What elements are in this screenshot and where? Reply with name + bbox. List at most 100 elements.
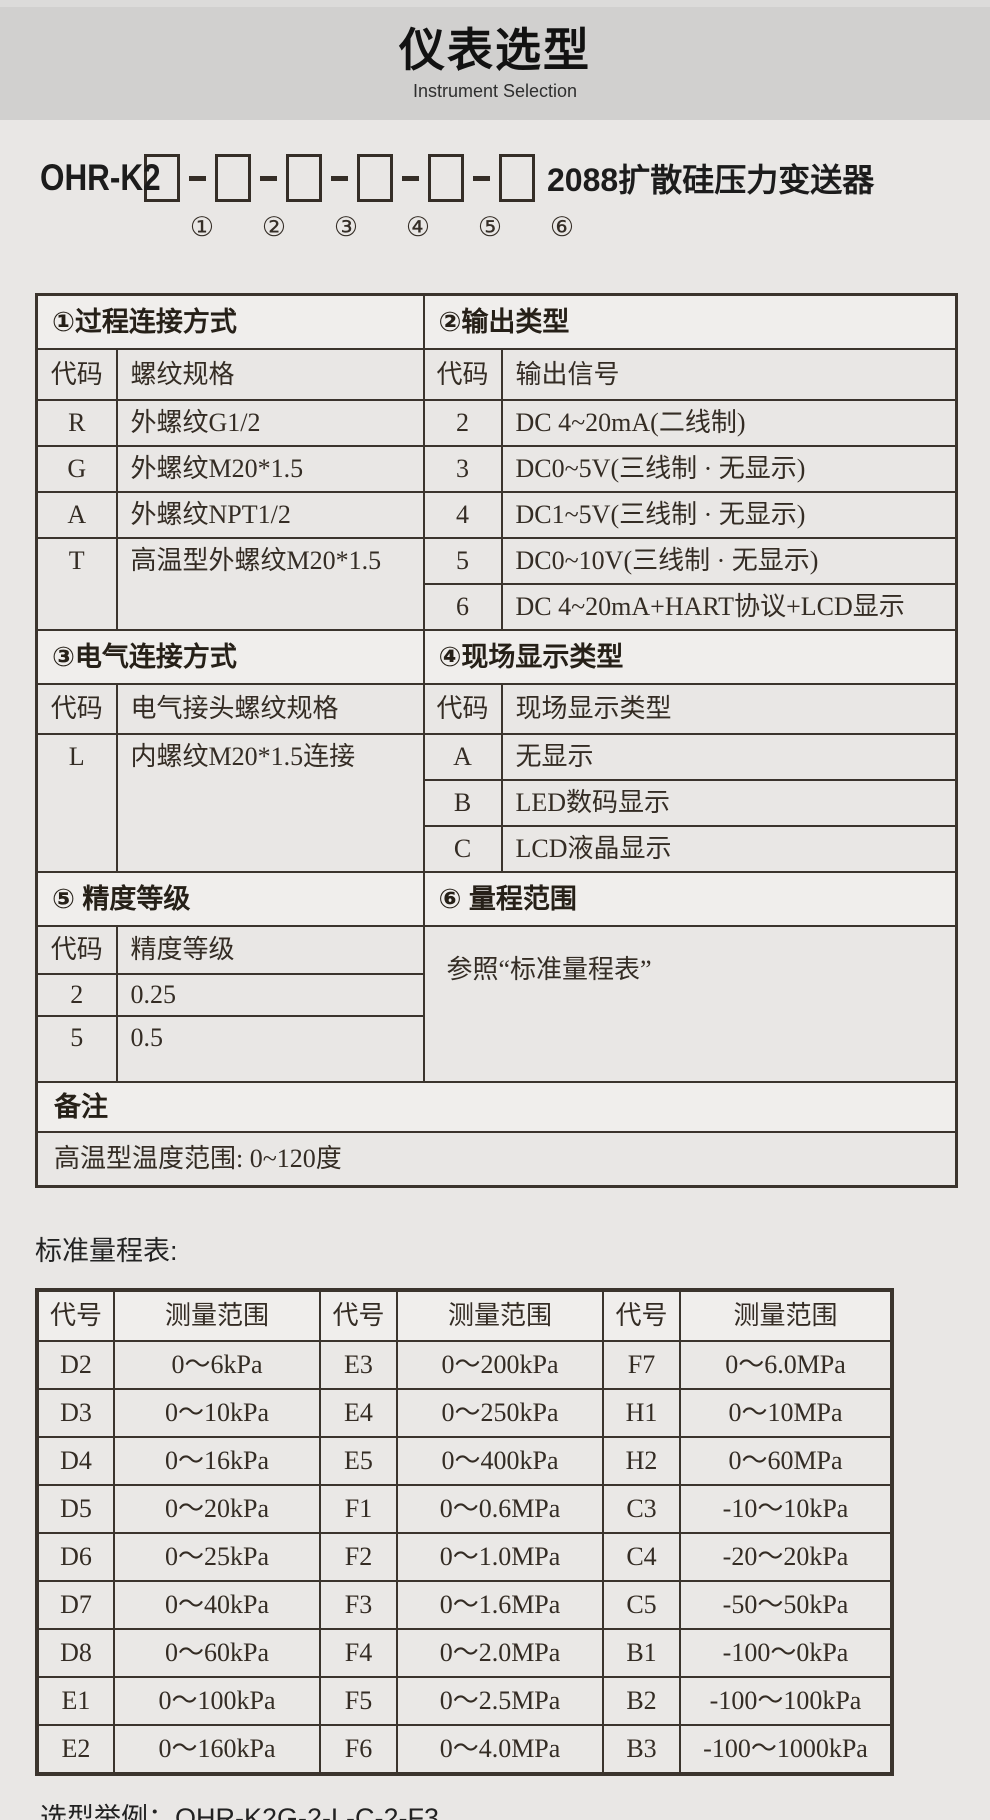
section-6-title: ⑥ 量程范围 xyxy=(422,871,958,927)
column-header: 代码 xyxy=(35,925,118,975)
header-band: 仪表选型 Instrument Selection xyxy=(0,7,990,120)
column-header: 电气接头螺纹规格 xyxy=(115,683,425,735)
code-cell: 4 xyxy=(422,491,503,539)
range-cell: 0～2.5MPa xyxy=(396,1676,604,1726)
desc-cell: DC0~5V(三线制 · 无显示) xyxy=(500,445,958,493)
desc-cell: 内螺纹M20*1.5连接 xyxy=(115,733,425,873)
code-cell: D2 xyxy=(36,1340,115,1390)
code-box-3 xyxy=(286,154,322,202)
code-cell: F3 xyxy=(319,1580,398,1630)
range-cell: -10～10kPa xyxy=(679,1484,893,1534)
selection-example: 选型举例：OHR-K2G-2-L-C-2-F3 含义：2088扩散硅系列，外螺纹… xyxy=(40,1800,950,1820)
code-cell: 2 xyxy=(422,399,503,447)
code-box-2 xyxy=(215,154,251,202)
range-cell: 0～4.0MPa xyxy=(396,1724,604,1775)
code-cell: B3 xyxy=(602,1724,681,1775)
circled-1: ① xyxy=(189,212,215,242)
range-cell: -100～100kPa xyxy=(679,1676,893,1726)
code-cell: B xyxy=(422,779,503,827)
range-cell: 0～250kPa xyxy=(396,1388,604,1438)
code-cell: B1 xyxy=(602,1628,681,1678)
remark-content: 高温型温度范围: 0~120度 xyxy=(35,1131,958,1188)
model-code-line: OHR-K2 2088扩散硅压力变送器 xyxy=(40,154,990,202)
table-row: D2 0～6kPa E3 0～200kPa F7 0～6.0MPa xyxy=(36,1340,893,1390)
column-header: 代号 xyxy=(36,1289,115,1342)
code-cell: 5 xyxy=(422,537,503,585)
code-cell: 2 xyxy=(35,973,118,1017)
desc-cell: LED数码显示 xyxy=(500,779,958,827)
code-cell: F7 xyxy=(602,1340,681,1390)
desc-cell: 外螺纹M20*1.5 xyxy=(115,445,425,493)
column-header: 输出信号 xyxy=(500,348,958,401)
desc-cell: DC 4~20mA+HART协议+LCD显示 xyxy=(500,583,958,631)
remark-label: 备注 xyxy=(35,1081,958,1133)
range-cell: -100～1000kPa xyxy=(679,1724,893,1775)
section-5-title: ⑤ 精度等级 xyxy=(35,871,425,927)
column-header: 现场显示类型 xyxy=(500,683,958,735)
column-header: 测量范围 xyxy=(113,1289,321,1342)
table-row: E1 0～100kPa F5 0～2.5MPa B2 -100～100kPa xyxy=(36,1676,893,1726)
code-box-1 xyxy=(144,154,180,202)
range-cell: 0～60kPa xyxy=(113,1628,321,1678)
range-reference-note: 参照“标准量程表” xyxy=(422,925,958,1083)
code-cell: D3 xyxy=(36,1388,115,1438)
code-cell: 5 xyxy=(35,1015,118,1083)
range-cell: 0～1.6MPa xyxy=(396,1580,604,1630)
table-row: D6 0～25kPa F2 0～1.0MPa C4 -20～20kPa xyxy=(36,1532,893,1582)
desc-cell: 外螺纹NPT1/2 xyxy=(115,491,425,539)
code-cell: F4 xyxy=(319,1628,398,1678)
desc-cell: 高温型外螺纹M20*1.5 xyxy=(115,537,425,631)
code-cell: C4 xyxy=(602,1532,681,1582)
range-cell: -20～20kPa xyxy=(679,1532,893,1582)
range-cell: 0～6kPa xyxy=(113,1340,321,1390)
model-suffix: 2088扩散硅压力变送器 xyxy=(547,162,875,198)
range-cell: 0～0.6MPa xyxy=(396,1484,604,1534)
column-header: 代号 xyxy=(602,1289,681,1342)
range-cell: 0～160kPa xyxy=(113,1724,321,1775)
code-cell: E5 xyxy=(319,1436,398,1486)
code-box-6 xyxy=(499,154,535,202)
code-cell: A xyxy=(35,491,118,539)
desc-cell: LCD液晶显示 xyxy=(500,825,958,873)
table-row: D7 0～40kPa F3 0～1.6MPa C5 -50～50kPa xyxy=(36,1580,893,1630)
code-cell: C xyxy=(422,825,503,873)
code-cell: F6 xyxy=(319,1724,398,1775)
top-strip xyxy=(0,0,990,7)
range-cell: 0～1.0MPa xyxy=(396,1532,604,1582)
desc-cell: DC0~10V(三线制 · 无显示) xyxy=(500,537,958,585)
column-header: 测量范围 xyxy=(396,1289,604,1342)
circled-5: ⑤ xyxy=(477,212,503,242)
section-2-title: ②输出类型 xyxy=(422,293,958,350)
column-header: 螺纹规格 xyxy=(115,348,425,401)
range-cell: 0～2.0MPa xyxy=(396,1628,604,1678)
range-cell: 0～25kPa xyxy=(113,1532,321,1582)
model-code-section: OHR-K2 2088扩散硅压力变送器 ① ② ③ ④ ⑤ ⑥ xyxy=(0,120,990,243)
circled-2: ② xyxy=(261,212,287,242)
range-cell: 0～6.0MPa xyxy=(679,1340,893,1390)
column-header: 测量范围 xyxy=(679,1289,893,1342)
range-table-title: 标准量程表: xyxy=(35,1236,178,1266)
code-cell: D8 xyxy=(36,1628,115,1678)
code-cell: B2 xyxy=(602,1676,681,1726)
desc-cell: 外螺纹G1/2 xyxy=(115,399,425,447)
range-cell: 0～10MPa xyxy=(679,1388,893,1438)
desc-cell: DC 4~20mA(二线制) xyxy=(500,399,958,447)
code-cell: F1 xyxy=(319,1484,398,1534)
range-cell: 0～200kPa xyxy=(396,1340,604,1390)
code-cell: G xyxy=(35,445,118,493)
desc-cell: 无显示 xyxy=(500,733,958,781)
code-cell: L xyxy=(35,733,118,873)
circled-4: ④ xyxy=(405,212,431,242)
code-cell: R xyxy=(35,399,118,447)
code-box-5 xyxy=(428,154,464,202)
section-1-title: ①过程连接方式 xyxy=(35,293,425,350)
dash-icon xyxy=(473,175,490,181)
desc-cell: 0.25 xyxy=(115,973,425,1017)
spec-table: ①过程连接方式 ②输出类型 代码 螺纹规格 代码 输出信号 R 外螺纹G1/2 … xyxy=(35,293,958,1188)
code-cell: E2 xyxy=(36,1724,115,1775)
column-header: 代码 xyxy=(422,348,503,401)
section-3-title: ③电气连接方式 xyxy=(35,629,425,685)
code-cell: D6 xyxy=(36,1532,115,1582)
code-cell: A xyxy=(422,733,503,781)
